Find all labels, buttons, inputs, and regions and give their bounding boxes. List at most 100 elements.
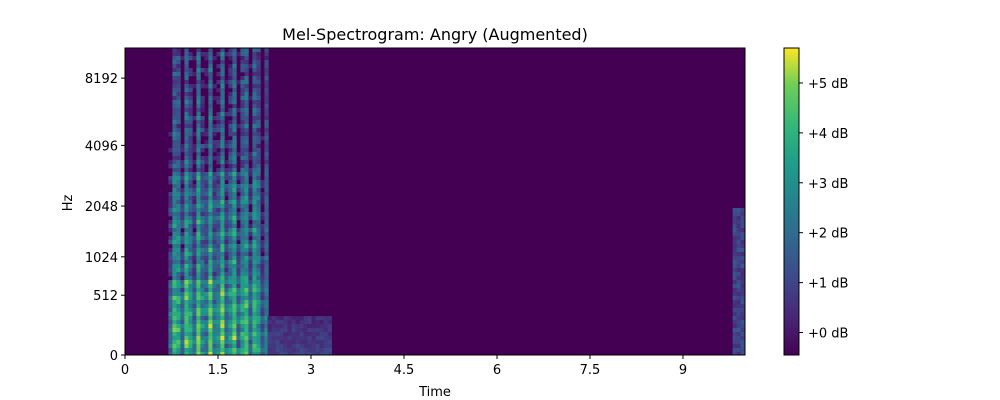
spectrogram-cell — [208, 260, 213, 265]
spectrogram-cell — [220, 52, 225, 57]
spectrogram-cell — [220, 272, 225, 277]
spectrogram-cell — [252, 256, 257, 261]
spectrogram-cell — [252, 156, 257, 161]
spectrogram-cell — [279, 328, 284, 333]
spectrogram-cell — [176, 288, 181, 293]
spectrogram-cell — [180, 324, 185, 329]
spectrogram-cell — [732, 268, 737, 273]
spectrogram-cell — [216, 204, 221, 209]
spectrogram-cell — [256, 312, 261, 317]
spectrogram-cell — [188, 288, 193, 293]
spectrogram-cell — [188, 256, 193, 261]
spectrogram-cell — [252, 276, 257, 281]
spectrogram-cell — [295, 336, 300, 341]
spectrogram-cell — [256, 232, 261, 237]
spectrogram-cell — [180, 300, 185, 305]
spectrogram-cell — [224, 256, 229, 261]
spectrogram-cell — [192, 324, 197, 329]
spectrogram-cell — [260, 192, 265, 197]
spectrogram-cell — [264, 64, 269, 69]
spectrogram-cell — [256, 256, 261, 261]
spectrogram-cell — [200, 168, 205, 173]
spectrogram-cell — [232, 80, 237, 85]
spectrogram-cell — [184, 336, 189, 341]
spectrogram-cell — [172, 112, 177, 117]
spectrogram-cell — [220, 140, 225, 145]
spectrogram-cell — [180, 224, 185, 229]
spectrogram-cell — [299, 352, 304, 355]
spectrogram-cell — [736, 312, 741, 317]
spectrogram-cell — [208, 332, 213, 337]
spectrogram-cell — [248, 348, 253, 353]
spectrogram-cell — [212, 300, 217, 305]
spectrogram-cell — [252, 224, 257, 229]
spectrogram-cell — [240, 192, 245, 197]
spectrogram-cell — [204, 140, 209, 145]
spectrogram-cell — [184, 232, 189, 237]
spectrogram-cell — [192, 252, 197, 257]
spectrogram-cell — [252, 188, 257, 193]
spectrogram-cell — [736, 224, 741, 229]
spectrogram-cell — [260, 184, 265, 189]
spectrogram-cell — [240, 332, 245, 337]
spectrogram-cell — [216, 200, 221, 205]
spectrogram-cell — [176, 264, 181, 269]
spectrogram-cell — [252, 100, 257, 105]
spectrogram-cell — [264, 224, 269, 229]
spectrogram-cell — [212, 220, 217, 225]
spectrogram-cell — [192, 224, 197, 229]
spectrogram-cell — [244, 52, 249, 57]
spectrogram-cell — [200, 188, 205, 193]
spectrogram-cell — [299, 316, 304, 321]
spectrogram-cell — [264, 248, 269, 253]
spectrogram-cell — [188, 124, 193, 129]
spectrogram-cell — [232, 124, 237, 129]
spectrogram-cell — [200, 348, 205, 353]
spectrogram-cell — [208, 192, 213, 197]
spectrogram-cell — [216, 212, 221, 217]
spectrogram-cell — [176, 52, 181, 57]
spectrogram-cell — [176, 120, 181, 125]
spectrogram-cell — [224, 336, 229, 341]
spectrogram-cell — [196, 124, 201, 129]
spectrogram-cell — [172, 116, 177, 121]
spectrogram-cell — [168, 228, 173, 233]
spectrogram-cell — [212, 292, 217, 297]
spectrogram-cell — [192, 268, 197, 273]
spectrogram-cell — [180, 188, 185, 193]
spectrogram-cell — [264, 340, 269, 345]
spectrogram-cell — [220, 180, 225, 185]
spectrogram-cell — [244, 232, 249, 237]
spectrogram-cell — [307, 336, 312, 341]
spectrogram-cell — [260, 308, 265, 313]
spectrogram-cell — [256, 88, 261, 93]
spectrogram-cell — [192, 348, 197, 353]
spectrogram-cell — [256, 272, 261, 277]
spectrogram-cell — [244, 240, 249, 245]
spectrogram-cell — [216, 140, 221, 145]
spectrogram-cell — [196, 280, 201, 285]
spectrogram-cell — [240, 272, 245, 277]
spectrogram-cell — [228, 296, 233, 301]
spectrogram-cell — [180, 216, 185, 221]
spectrogram-cell — [168, 252, 173, 257]
spectrogram-cell — [248, 312, 253, 317]
spectrogram-cell — [248, 336, 253, 341]
spectrogram-cell — [240, 296, 245, 301]
spectrogram-cell — [188, 204, 193, 209]
spectrogram-cell — [220, 228, 225, 233]
spectrogram-cell — [252, 108, 257, 113]
spectrogram-cell — [208, 148, 213, 153]
spectrogram-cell — [232, 108, 237, 113]
spectrogram-cell — [168, 308, 173, 313]
spectrogram-cell — [236, 308, 241, 313]
spectrogram-cell — [279, 324, 284, 329]
spectrogram-cell — [196, 100, 201, 105]
spectrogram-cell — [232, 312, 237, 317]
spectrogram-cell — [192, 288, 197, 293]
spectrogram-cell — [196, 352, 201, 355]
spectrogram-cell — [192, 256, 197, 261]
spectrogram-cell — [264, 156, 269, 161]
spectrogram-cell — [264, 252, 269, 257]
spectrogram-cell — [216, 188, 221, 193]
